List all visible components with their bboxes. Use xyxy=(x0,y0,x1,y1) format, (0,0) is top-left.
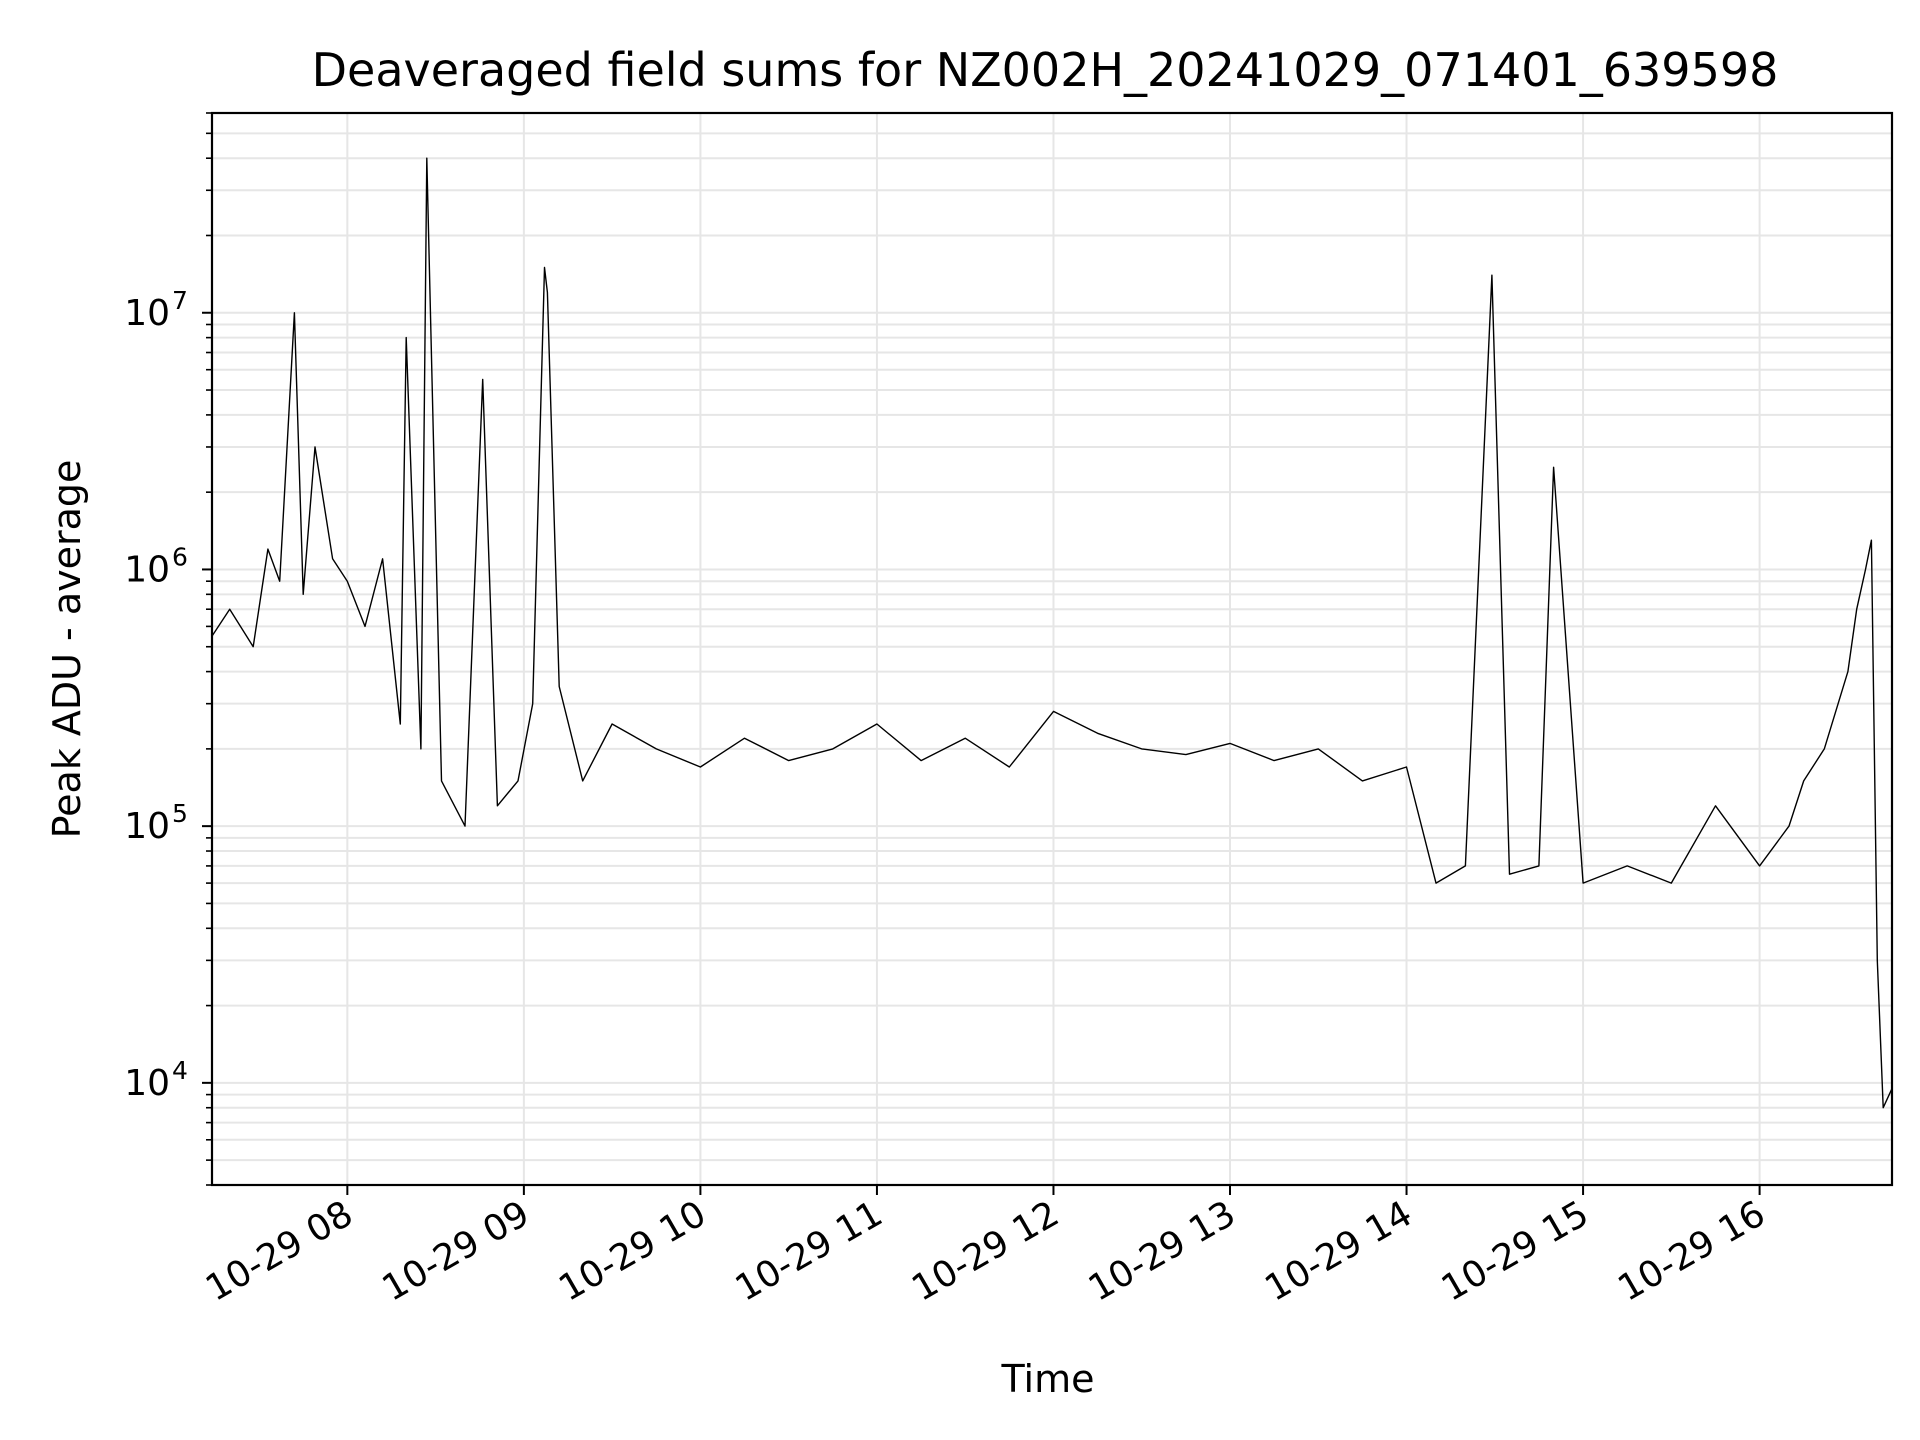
plot-area-frame xyxy=(210,111,1894,1187)
x-tick-label: 10-29 16 xyxy=(1611,1193,1772,1309)
series-group xyxy=(212,157,1892,1109)
y-tick-exponent: 5 xyxy=(172,799,188,828)
x-tick-label: 10-29 10 xyxy=(552,1193,713,1309)
x-tick-label: 10-29 11 xyxy=(729,1193,890,1309)
y-tick-label: 10 xyxy=(124,549,170,590)
y-tick-label: 10 xyxy=(124,1063,170,1104)
y-tick-exponent: 7 xyxy=(172,286,188,315)
x-axis-label: Time xyxy=(1001,1357,1095,1401)
y-axis-label: Peak ADU - average xyxy=(45,460,89,839)
chart-title: Deaveraged field sums for NZ002H_2024102… xyxy=(312,43,1779,97)
x-tick-label: 10-29 08 xyxy=(199,1193,360,1309)
grid xyxy=(212,112,1892,1186)
y-tick-exponent: 4 xyxy=(172,1056,188,1085)
x-tick-label: 10-29 15 xyxy=(1435,1193,1596,1309)
y-tick-exponent: 6 xyxy=(172,542,188,571)
x-axis: 10-29 08 10-29 09 10-29 10 10-29 11 10-29 12… xyxy=(199,1185,1772,1310)
x-tick-label: 10-29 12 xyxy=(905,1193,1066,1309)
x-tick-label: 10-29 14 xyxy=(1258,1193,1419,1309)
y-tick-label: 10 xyxy=(124,293,170,334)
y-tick-label: 10 xyxy=(124,806,170,847)
series-line xyxy=(212,157,1892,1109)
x-tick-label: 10-29 09 xyxy=(376,1193,537,1309)
x-tick-label: 10-29 13 xyxy=(1082,1193,1243,1309)
